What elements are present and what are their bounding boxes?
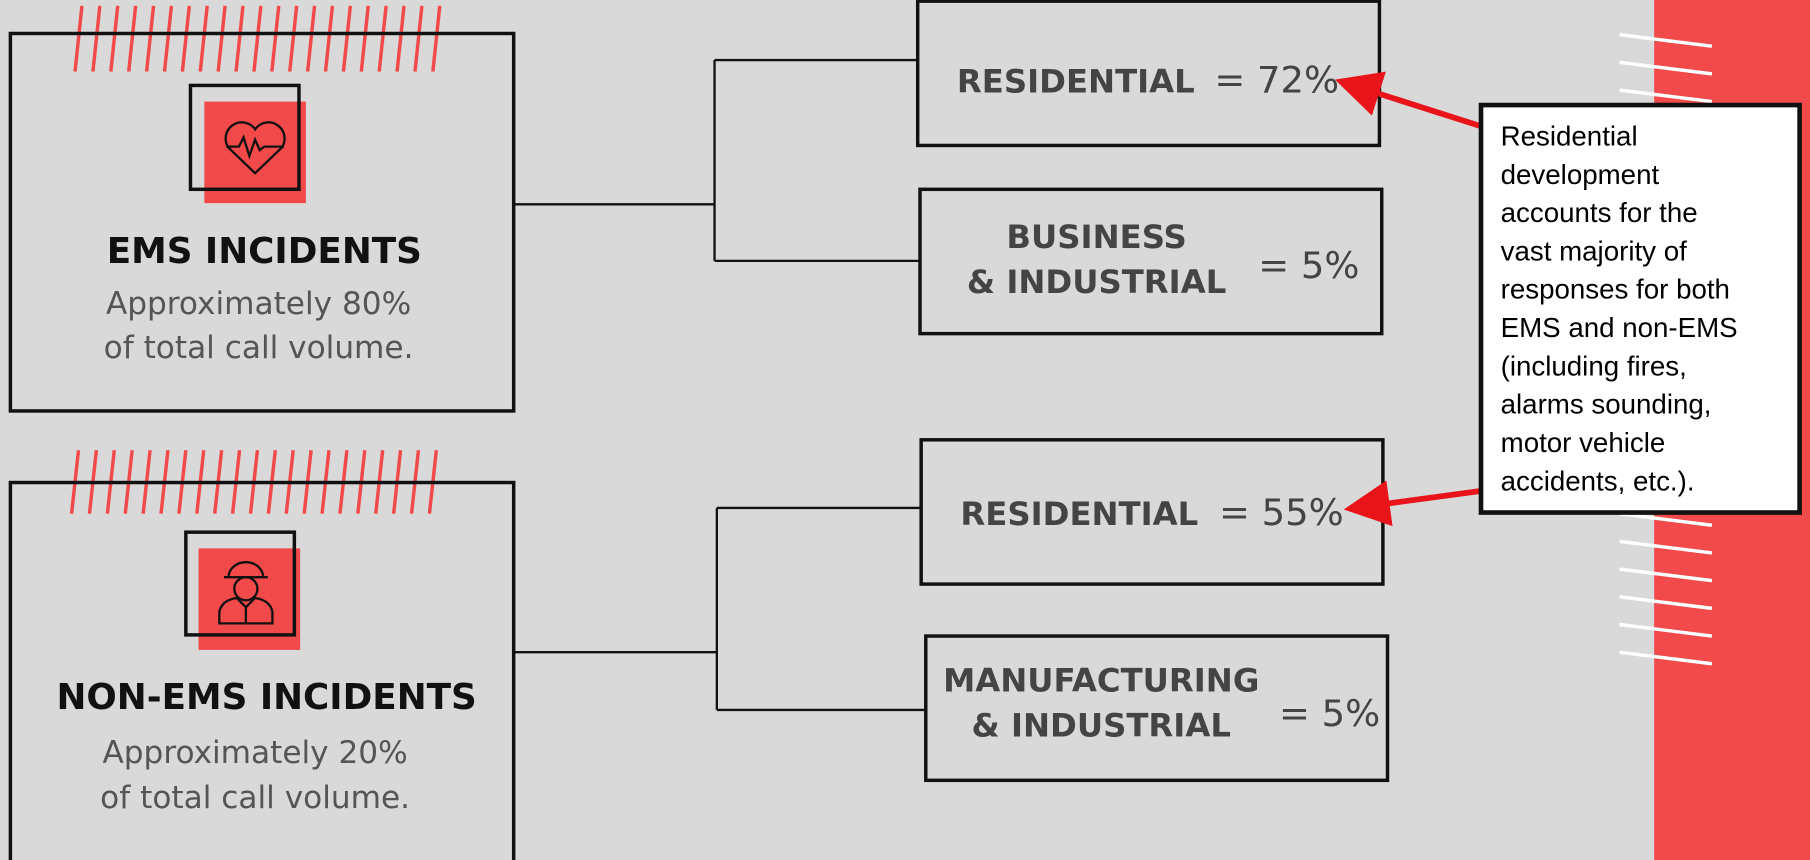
hatch-line [234,5,245,72]
white-stripe [1619,622,1713,638]
hatch-line [359,5,370,72]
white-stripe [1619,539,1713,555]
callout-text: Residential development accounts for the va… [1501,120,1738,496]
callout-line: (including fires, [1501,350,1687,381]
callout-line: vast majority of [1501,235,1687,266]
hatch-line [109,5,120,72]
group-box [8,480,516,860]
group-title: NON-EMS INCIDENTS [56,677,476,718]
callout-line: responses for both [1501,274,1730,305]
branch-label: MANUFACTURING [943,661,1259,699]
hatch-line [431,5,442,72]
callout-line: alarms sounding, [1501,389,1712,420]
connector [513,506,925,712]
branch-value: = 72% [1214,58,1339,101]
group-description: Approximately 80% [106,286,411,322]
white-stripe [1619,32,1713,48]
hatch-line [341,5,353,72]
hatch-line [323,5,335,72]
hatch-line [288,5,299,72]
icon-frame [184,530,297,637]
white-stripe [1619,88,1713,104]
hatch-line [73,5,84,72]
hatch-line [395,5,406,72]
group-description: of total call volume. [104,330,414,366]
branch-value: = 5% [1279,692,1380,735]
callout-line: EMS and non-EMS [1501,312,1738,343]
hatch-line [180,5,192,72]
connector [513,58,921,263]
callout-line: accounts for the [1501,197,1698,228]
icon-bg [204,101,306,204]
decoration [69,5,1713,666]
hatch-line [252,5,263,72]
callout-line: development [1501,159,1660,190]
branch-label: BUSINESS [1006,218,1186,256]
branch-box [918,187,1384,336]
hatch-line [413,5,424,72]
group-description: Approximately 20% [102,735,407,771]
hatch-line [198,5,209,72]
callout-line: Residential [1501,120,1638,151]
icon-frame [188,83,301,192]
branch-value: = 5% [1258,244,1359,287]
branch-box [924,634,1390,783]
callout-line: accidents, etc.). [1501,465,1695,496]
firefighter-icon [218,561,274,625]
group-title: EMS INCIDENTS [107,231,422,272]
hatch-line [144,5,156,72]
white-stripe [1619,650,1713,666]
white-stripe [1619,511,1713,527]
hatch-line [126,5,138,72]
hatch-line [305,5,317,72]
branch-label: RESIDENTIAL [957,62,1195,100]
hatch-line [216,5,227,72]
callout-line: motor vehicle [1501,427,1666,458]
branch-value: = 55% [1219,491,1344,534]
heart-icon [224,121,286,175]
arrow [1334,71,1485,130]
callout-box [1478,102,1802,515]
white-stripe [1619,60,1713,76]
white-stripe [1619,595,1713,611]
white-stripe [1619,567,1713,583]
group-box [8,31,516,413]
hatch-line [270,5,281,72]
branch-label: & INDUSTRIAL [972,706,1231,744]
group-description: of total call volume. [100,780,410,816]
branch-label: RESIDENTIAL [960,495,1198,533]
branch-label: & INDUSTRIAL [967,263,1226,301]
hatch-line [162,5,174,72]
hatch-line [91,5,102,72]
arrow [1343,480,1484,527]
hatch-line [377,5,388,72]
